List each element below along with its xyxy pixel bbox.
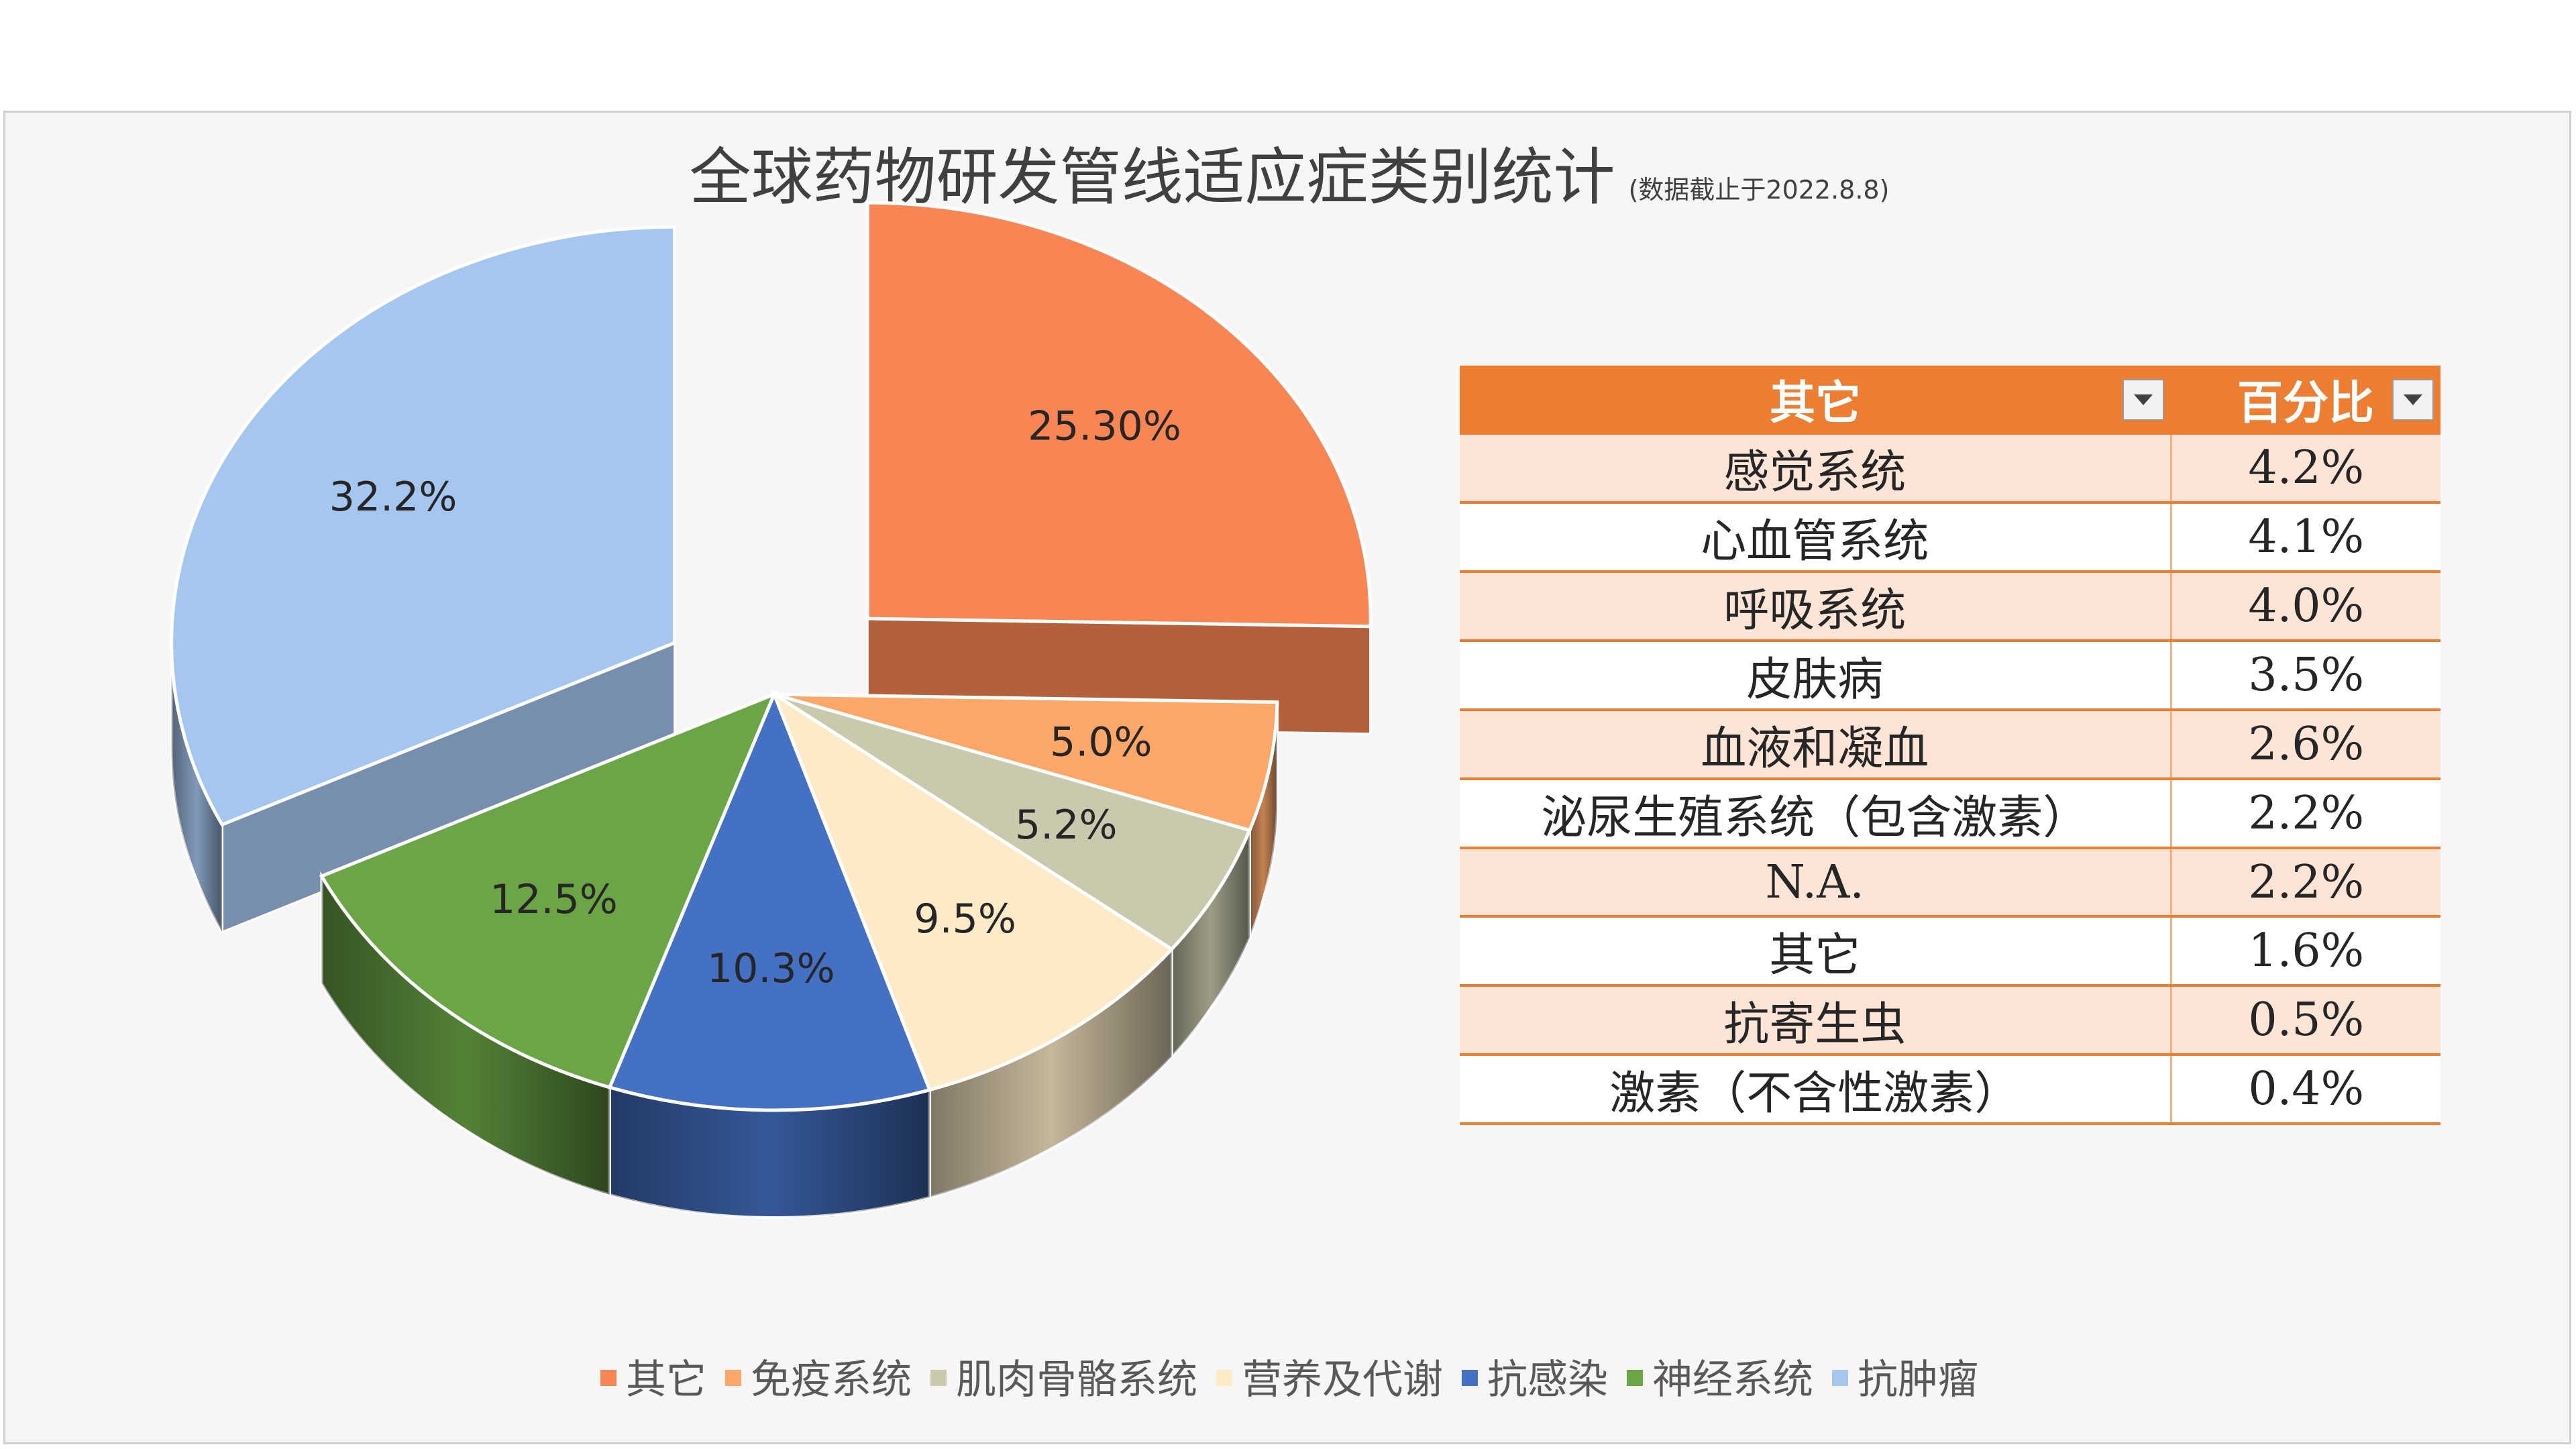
- table-cell-percent: 0.4%: [2171, 1053, 2440, 1125]
- table-cell-category: 抗寄生虫: [1460, 984, 2172, 1055]
- table-cell-category: 心血管系统: [1460, 501, 2172, 572]
- pie-slice-side-shade: [609, 1087, 930, 1218]
- legend-label: 抗感染: [1487, 1356, 1608, 1403]
- table-cell-percent: 2.6%: [2171, 708, 2440, 779]
- pie-data-label: 12.5%: [490, 876, 618, 923]
- chart-title-block: 全球药物研发管线适应症类别统计 (数据截止于2022.8.8): [5, 127, 2573, 217]
- table-row: 皮肤病 3.5%: [1460, 639, 2440, 710]
- pie-slice[interactable]: [607, 690, 932, 1112]
- legend-item: 抗感染: [1462, 1347, 1608, 1405]
- table-cell-percent: 2.2%: [2171, 777, 2440, 848]
- table-row: 激素（不含性激素） 0.4%: [1460, 1053, 2440, 1125]
- chart-area: 全球药物研发管线适应症类别统计 (数据截止于2022.8.8) 25.30% 5.0…: [3, 111, 2571, 1444]
- pie-slice-side-shade: [1171, 830, 1250, 1057]
- table-row: 抗寄生虫 0.5%: [1460, 984, 2440, 1055]
- pie-data-label: 5.0%: [1050, 719, 1152, 766]
- table-cell-category: 血液和凝血: [1460, 708, 2172, 779]
- legend-swatch: [1462, 1370, 1478, 1387]
- legend-swatch: [1627, 1370, 1643, 1387]
- pie-slice[interactable]: [773, 692, 1252, 952]
- table-row: 呼吸系统 4.0%: [1460, 570, 2440, 641]
- chart-subtitle: (数据截止于2022.8.8): [1628, 175, 1890, 205]
- legend-item: 抗肿瘤: [1832, 1347, 1978, 1405]
- table-cell-category: 皮肤病: [1460, 639, 2172, 710]
- table-cell-percent: 4.2%: [2171, 432, 2440, 502]
- pie-slice[interactable]: [770, 690, 1175, 1092]
- table-cell-percent: 2.2%: [2171, 847, 2440, 916]
- pie-slice[interactable]: [319, 691, 777, 1089]
- table-cell-percent: 4.1%: [2171, 501, 2440, 572]
- table-cell-percent: 0.5%: [2171, 984, 2440, 1055]
- pie-data-label: 32.2%: [329, 474, 458, 521]
- table-row: 心血管系统 4.1%: [1460, 501, 2440, 572]
- filter-dropdown-button[interactable]: [2392, 379, 2434, 421]
- pie-slice[interactable]: [170, 225, 677, 827]
- table-cell-percent: 1.6%: [2171, 915, 2440, 985]
- table-row: 其它 1.6%: [1460, 915, 2440, 985]
- table-header-category: 其它: [1460, 366, 2171, 433]
- dropdown-arrow-icon: [2134, 394, 2153, 405]
- legend-item: 神经系统: [1627, 1347, 1813, 1405]
- table-cell-category: 呼吸系统: [1460, 570, 2172, 641]
- legend-swatch: [725, 1370, 741, 1387]
- pie-slice-side-shade: [929, 949, 1172, 1197]
- dropdown-arrow-icon: [2404, 394, 2422, 405]
- table-cell-percent: 3.5%: [2171, 639, 2440, 710]
- legend-label: 免疫系统: [751, 1356, 912, 1403]
- table-cell-category: 感觉系统: [1460, 432, 2172, 502]
- legend-item: 免疫系统: [725, 1347, 912, 1405]
- pie-slice-side-shade: [321, 876, 610, 1195]
- table-header-row: 其它 百分比: [1460, 366, 2440, 433]
- legend-label: 肌肉骨骼系统: [956, 1356, 1197, 1403]
- table-row: N.A. 2.2%: [1460, 847, 2440, 916]
- legend-label: 神经系统: [1652, 1356, 1813, 1403]
- legend-swatch: [930, 1370, 947, 1387]
- table-cell-percent: 4.0%: [2171, 570, 2440, 641]
- legend-swatch: [600, 1370, 616, 1387]
- chart-legend: 其它 免疫系统 肌肉骨骼系统 营养及代谢 抗感染 神经系统 抗肿瘤: [5, 1347, 2573, 1405]
- pie-slice[interactable]: [773, 692, 1279, 833]
- legend-item: 营养及代谢: [1216, 1347, 1443, 1405]
- table-header-percent: 百分比: [2171, 366, 2440, 433]
- table-row: 血液和凝血 2.6%: [1460, 708, 2440, 779]
- legend-item: 肌肉骨骼系统: [930, 1347, 1197, 1405]
- table-row: 泌尿生殖系统（包含激素） 2.2%: [1460, 777, 2440, 848]
- legend-label: 营养及代谢: [1242, 1356, 1443, 1403]
- table-cell-category: 泌尿生殖系统（包含激素）: [1460, 777, 2172, 848]
- pie-data-label: 25.30%: [1028, 402, 1181, 449]
- table-cell-category: 其它: [1460, 915, 2172, 985]
- pie-data-label: 5.2%: [1015, 802, 1117, 849]
- pie-slice-side-shade: [1249, 702, 1277, 938]
- data-table: 其它 百分比 感觉系统 4.2% 心血管系统 4.1% 呼吸系统 4.0% 皮肤病 3.…: [1460, 366, 2440, 1125]
- legend-label: 抗肿瘤: [1858, 1356, 1978, 1403]
- legend-swatch: [1216, 1370, 1232, 1387]
- table-cell-category: N.A.: [1460, 847, 2172, 916]
- table-row: 感觉系统 4.2%: [1460, 432, 2440, 502]
- filter-dropdown-button[interactable]: [2123, 379, 2164, 421]
- pie-slice[interactable]: [865, 201, 1373, 629]
- legend-label: 其它: [626, 1356, 706, 1403]
- table-cell-category: 激素（不含性激素）: [1460, 1053, 2172, 1125]
- pie-data-label: 10.3%: [707, 945, 835, 992]
- pie-slice-side-shade: [171, 643, 223, 932]
- legend-item: 其它: [600, 1347, 706, 1405]
- pie-data-label: 9.5%: [914, 896, 1016, 943]
- chart-title: 全球药物研发管线适应症类别统计: [689, 142, 1615, 213]
- legend-swatch: [1832, 1370, 1848, 1387]
- pie-chart: 25.30% 5.0% 5.2% 9.5% 10.3% 12.5% 32.2%: [170, 201, 1373, 1219]
